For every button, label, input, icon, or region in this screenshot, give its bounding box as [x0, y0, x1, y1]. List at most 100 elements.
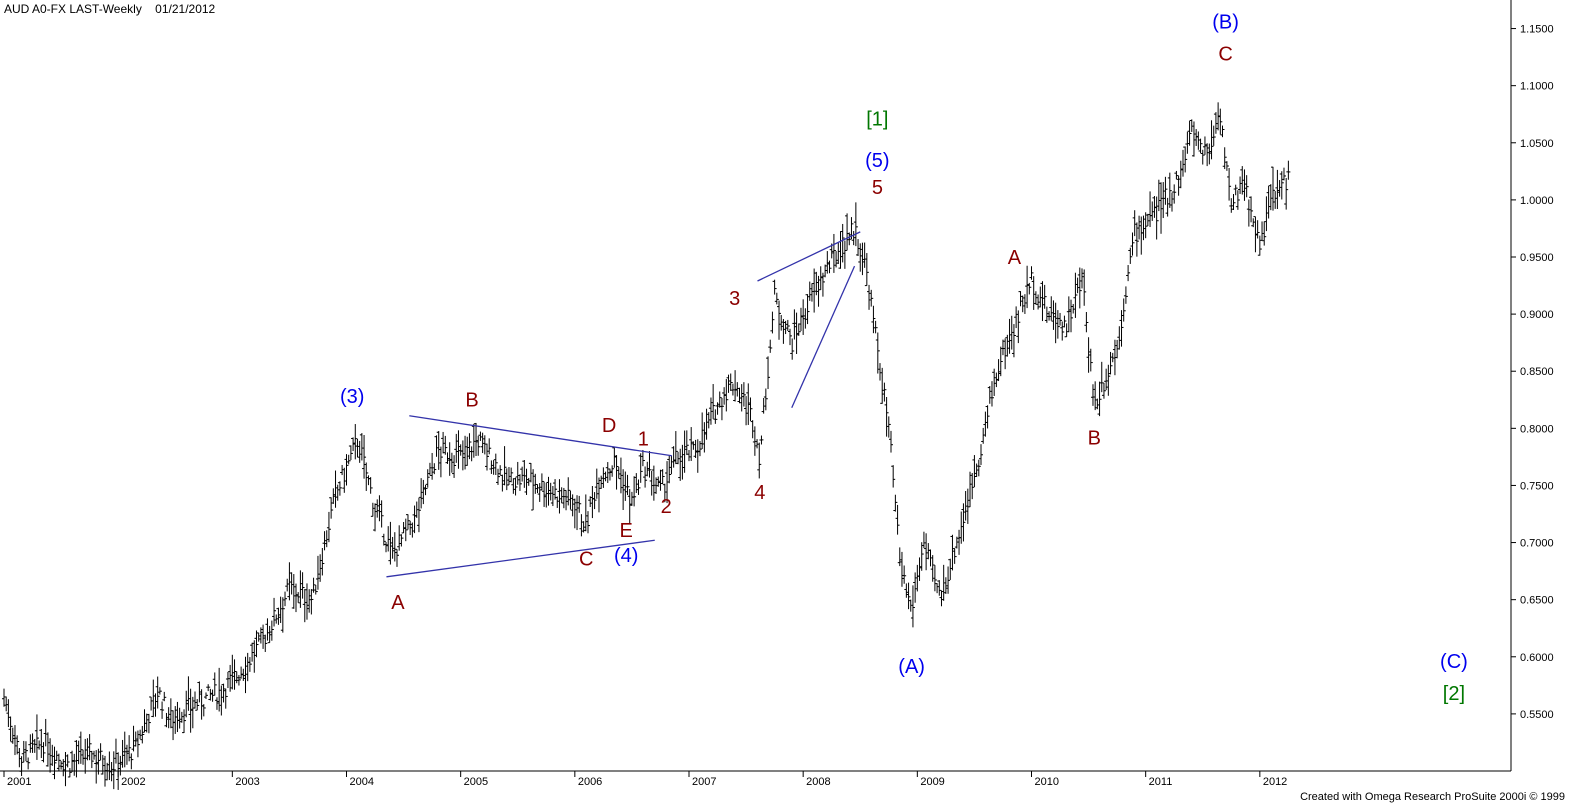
ohlc-bar [1216, 102, 1221, 131]
ohlc-bar [509, 467, 514, 483]
ohlc-bar [737, 387, 742, 404]
ohlc-bar [67, 768, 72, 778]
ohlc-bar [144, 713, 149, 733]
ohlc-bar [550, 485, 555, 507]
ohlc-bar [1246, 199, 1251, 227]
ohlc-bar [1227, 167, 1232, 201]
ohlc-bar [842, 240, 847, 269]
ohlc-bar [1101, 382, 1106, 399]
ohlc-bar [961, 503, 966, 542]
ohlc-bar [528, 462, 533, 483]
ohlc-bar [500, 474, 505, 492]
ohlc-bar [891, 465, 896, 488]
ohlc-bar [280, 597, 285, 633]
ohlc-bar [294, 583, 299, 613]
ohlc-bar [135, 730, 140, 758]
ohlc-bar [287, 562, 292, 601]
ohlc-bar [1161, 182, 1166, 219]
ohlc-bar [85, 738, 90, 761]
symbol-label: AUD A0-FX LAST-Weekly [4, 2, 142, 16]
chart-header: AUD A0-FX LAST-Weekly 01/21/2012 [4, 2, 215, 16]
ohlc-bar [713, 409, 718, 424]
ohlc-bar [364, 462, 369, 491]
ohlc-bar [1211, 125, 1216, 146]
ohlc-bar [111, 751, 116, 790]
ohlc-bar [23, 741, 28, 762]
ohlc-bar [348, 445, 353, 460]
ohlc-bar [1229, 198, 1234, 213]
ohlc-bar [594, 468, 599, 499]
ohlc-bar [656, 476, 661, 487]
ohlc-bar [430, 452, 435, 480]
ohlc-bar [526, 477, 531, 486]
ohlc-bar [300, 572, 305, 599]
ohlc-bar [384, 542, 389, 553]
ohlc-bar [908, 599, 913, 612]
ohlc-bar [798, 307, 803, 332]
ohlc-bar [746, 383, 751, 425]
ohlc-bar [48, 738, 53, 773]
ohlc-bar [1159, 182, 1164, 234]
ohlc-bar [1062, 315, 1067, 328]
y-tick-label: 0.6500 [1520, 595, 1554, 607]
ohlc-bar [992, 368, 997, 396]
ohlc-bar [1053, 302, 1058, 344]
wave-label: (3) [340, 386, 364, 408]
ohlc-bar [1029, 266, 1034, 280]
ohlc-bar [127, 735, 132, 762]
ohlc-bar [377, 495, 382, 522]
ohlc-bar [726, 374, 731, 393]
ohlc-bar [359, 433, 364, 461]
wave-label: (B) [1212, 12, 1239, 34]
ohlc-bar [1257, 235, 1262, 256]
ohlc-bar [401, 521, 406, 534]
ohlc-bar [968, 471, 973, 508]
ohlc-bar [807, 281, 812, 301]
ohlc-bar [972, 455, 977, 488]
ohlc-bar [640, 450, 645, 467]
ohlc-bar [662, 483, 667, 503]
ohlc-bar [1262, 221, 1267, 246]
ohlc-bar [899, 551, 904, 587]
ohlc-bar [1079, 268, 1084, 289]
ohlc-bar [432, 463, 437, 475]
ohlc-bar [1213, 112, 1218, 134]
ohlc-bar [717, 391, 722, 408]
ohlc-bar [897, 547, 902, 567]
ohlc-bar [750, 420, 755, 439]
ohlc-bar [645, 461, 650, 477]
ohlc-bar [583, 494, 588, 532]
ohlc-bar [89, 750, 94, 769]
ohlc-bar [926, 543, 931, 560]
ohlc-bar [937, 580, 942, 596]
ohlc-bar [414, 501, 419, 518]
y-tick-label: 0.9500 [1520, 252, 1554, 264]
ohlc-bar [915, 564, 920, 592]
wave-label: C [1218, 44, 1232, 66]
ohlc-bar [533, 473, 538, 494]
ohlc-bar [186, 676, 191, 711]
ohlc-bar [10, 727, 15, 744]
ohlc-bar [340, 464, 345, 476]
ohlc-bar [939, 590, 944, 607]
ohlc-bar [1143, 212, 1148, 239]
ohlc-bar [254, 630, 259, 658]
ohlc-bar [217, 667, 222, 712]
ohlc-bar [719, 397, 724, 421]
ohlc-bar [256, 632, 261, 642]
ohlc-bar [506, 467, 511, 486]
ohlc-bar [452, 455, 457, 478]
ohlc-bar [1110, 352, 1115, 363]
ohlc-bar [856, 239, 861, 257]
ohlc-bar [168, 698, 173, 729]
ohlc-bar [553, 479, 558, 500]
ohlc-bar [693, 439, 698, 458]
ohlc-bar [557, 479, 562, 514]
ohlc-bar [671, 446, 676, 468]
axes: 1.1500 1.1000 1.0500 1.0000 0.9500 0.9000 0.85… [0, 0, 1554, 788]
ohlc-bar [987, 385, 992, 404]
ohlc-bar [329, 497, 334, 519]
ohlc-bar [559, 487, 564, 504]
ohlc-bar [493, 453, 498, 475]
ohlc-bar [1022, 294, 1027, 314]
